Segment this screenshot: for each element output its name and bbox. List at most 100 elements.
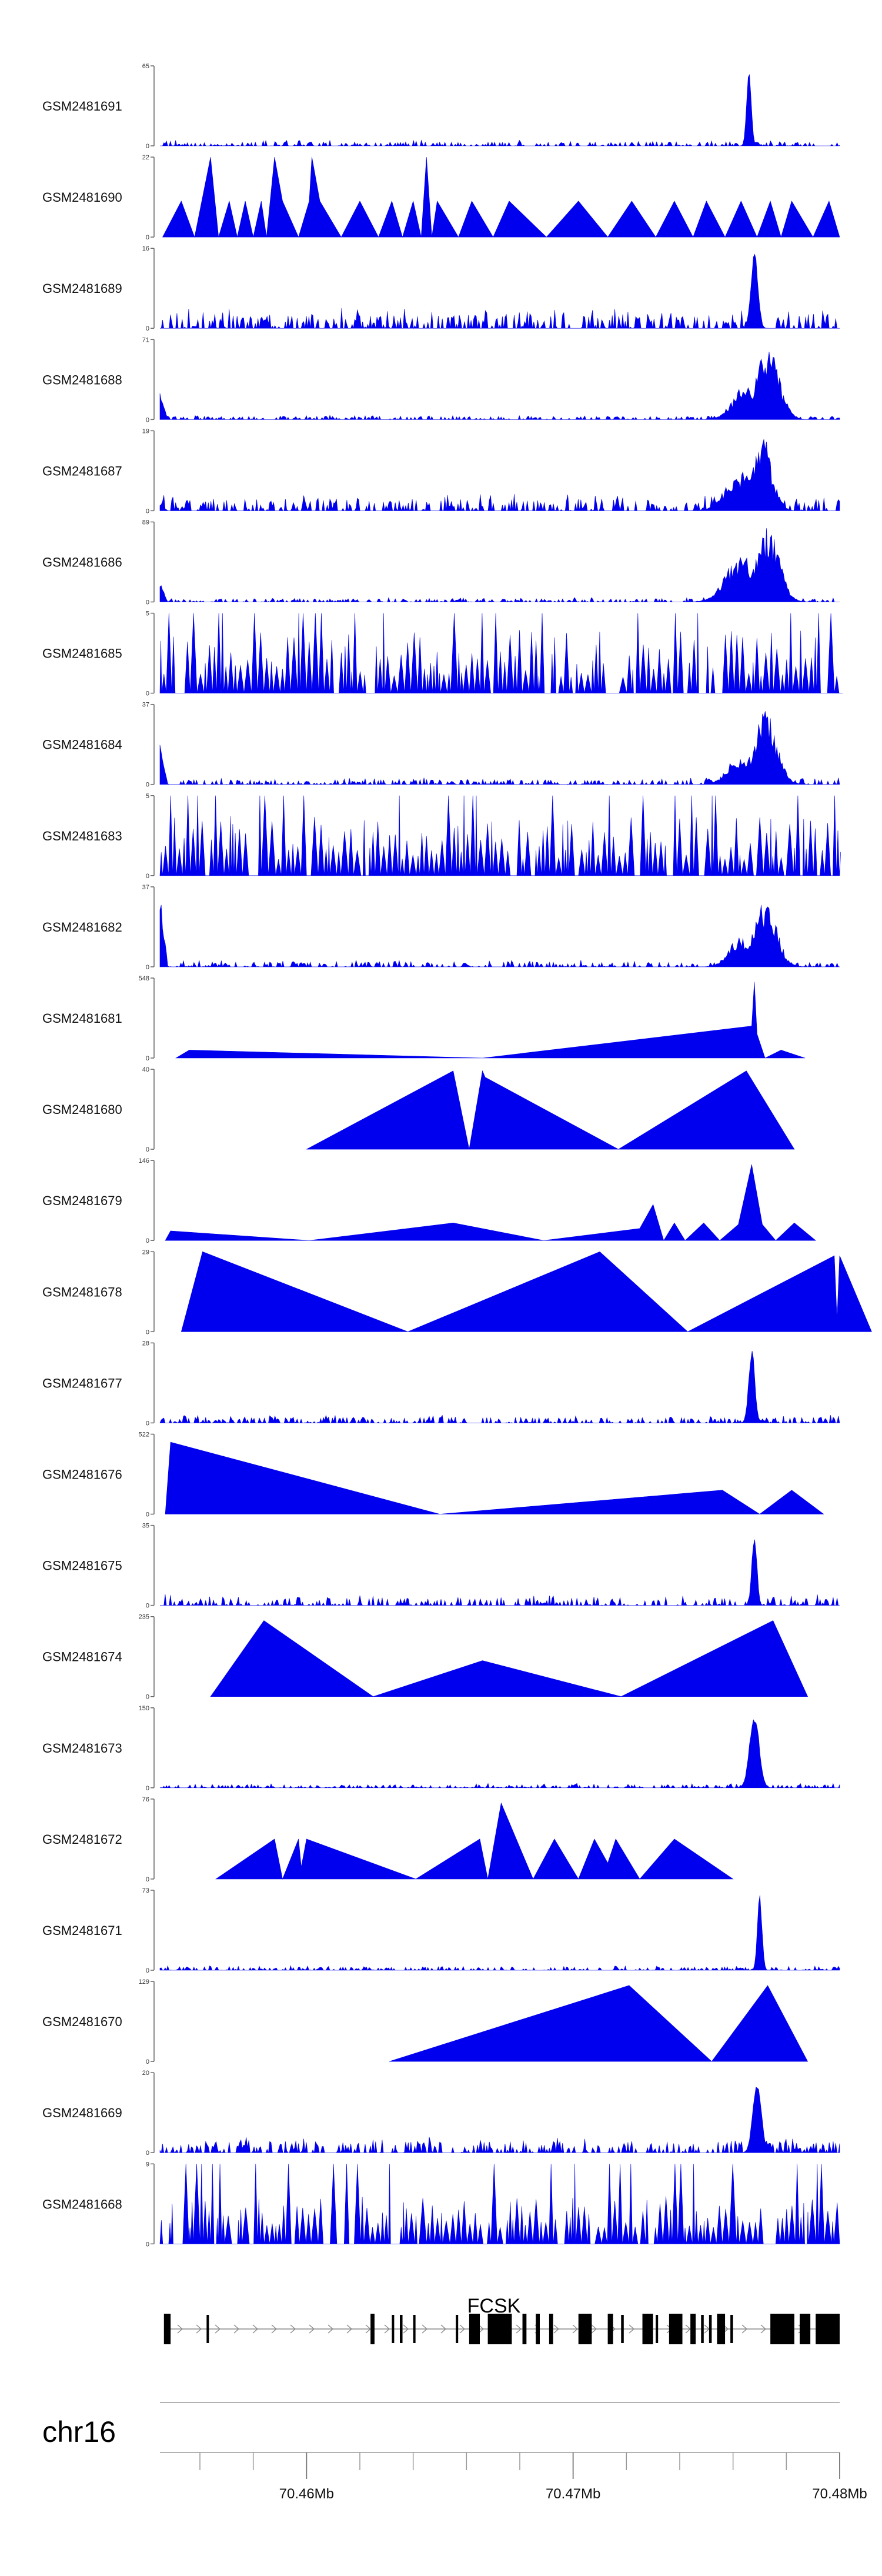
coverage-area bbox=[159, 905, 840, 968]
exon bbox=[163, 2314, 171, 2344]
coverage-area bbox=[159, 528, 840, 603]
track-GSM2481675: GSM2481675 35 0 bbox=[42, 1523, 840, 1610]
track-label: GSM2481688 bbox=[42, 372, 122, 387]
y-min-label: 0 bbox=[146, 325, 149, 332]
track-label: GSM2481690 bbox=[42, 190, 122, 205]
exon bbox=[536, 2314, 540, 2344]
strand-arrow bbox=[271, 2324, 277, 2334]
y-min-label: 0 bbox=[146, 1329, 149, 1336]
y-min-label: 0 bbox=[146, 508, 149, 515]
exon bbox=[400, 2315, 403, 2343]
track-label: GSM2481677 bbox=[42, 1376, 122, 1390]
track-GSM2481685: GSM2481685 5 0 bbox=[42, 610, 843, 698]
y-max-label: 522 bbox=[139, 1432, 149, 1439]
strand-arrow bbox=[553, 2324, 559, 2334]
coverage-area bbox=[159, 1895, 840, 1971]
track-label: GSM2481672 bbox=[42, 1832, 122, 1847]
coverage-area bbox=[165, 1164, 817, 1241]
coverage-area bbox=[159, 1719, 840, 1788]
strand-arrow bbox=[572, 2324, 578, 2334]
track-GSM2481678: GSM2481678 29 0 bbox=[42, 1249, 872, 1336]
exon bbox=[578, 2314, 592, 2344]
y-max-label: 29 bbox=[142, 1249, 149, 1256]
strand-arrow bbox=[403, 2324, 409, 2334]
coverage-area bbox=[159, 2164, 840, 2244]
strand-arrow bbox=[196, 2324, 202, 2334]
y-min-label: 0 bbox=[146, 1420, 149, 1427]
track-label: GSM2481681 bbox=[42, 1011, 122, 1026]
strand-arrow bbox=[328, 2324, 333, 2334]
coverage-tracks: GSM2481691650GSM2481690220GSM2481689160G… bbox=[42, 63, 872, 2248]
track-label: GSM2481679 bbox=[42, 1193, 122, 1208]
track-GSM2481680: GSM2481680 40 0 bbox=[42, 1066, 795, 1153]
exon bbox=[206, 2315, 209, 2343]
y-min-label: 0 bbox=[146, 2241, 149, 2248]
track-label: GSM2481674 bbox=[42, 1650, 122, 1664]
track-label: GSM2481671 bbox=[42, 1923, 122, 1938]
y-max-label: 16 bbox=[142, 245, 149, 252]
coverage-area bbox=[159, 2087, 840, 2154]
y-max-label: 150 bbox=[139, 1705, 149, 1712]
y-max-label: 37 bbox=[142, 702, 149, 709]
strand-arrow bbox=[741, 2324, 747, 2334]
track-GSM2481684: GSM2481684 37 0 bbox=[42, 702, 840, 789]
exon bbox=[800, 2314, 811, 2344]
exon bbox=[701, 2315, 704, 2343]
y-max-label: 129 bbox=[139, 1978, 149, 1986]
exon bbox=[709, 2315, 712, 2343]
y-min-label: 0 bbox=[146, 2058, 149, 2066]
y-max-label: 35 bbox=[142, 1523, 149, 1530]
track-label: GSM2481685 bbox=[42, 646, 122, 661]
strand-arrow bbox=[440, 2324, 446, 2334]
strand-arrow bbox=[760, 2324, 766, 2334]
y-max-label: 19 bbox=[142, 428, 149, 435]
y-min-label: 0 bbox=[146, 1967, 149, 1974]
exon bbox=[607, 2314, 613, 2344]
y-max-label: 76 bbox=[142, 1796, 149, 1803]
coverage-area bbox=[165, 1442, 824, 1514]
coverage-area bbox=[160, 1539, 840, 1606]
strand-arrow bbox=[384, 2324, 390, 2334]
track-GSM2481690: GSM2481690 22 0 bbox=[42, 154, 840, 241]
y-max-label: 40 bbox=[142, 1066, 149, 1073]
coverage-area bbox=[160, 74, 840, 147]
track-GSM2481670: GSM2481670 129 0 bbox=[42, 1978, 808, 2066]
y-min-label: 0 bbox=[146, 1511, 149, 1519]
y-min-label: 0 bbox=[146, 1785, 149, 1792]
gene-name-label: FCSK bbox=[467, 2295, 521, 2317]
y-min-label: 0 bbox=[146, 1694, 149, 1701]
strand-arrow bbox=[685, 2324, 691, 2334]
y-max-label: 20 bbox=[142, 2070, 149, 2077]
y-max-label: 146 bbox=[139, 1157, 149, 1164]
exon bbox=[549, 2314, 553, 2344]
chromosome-label: chr16 bbox=[42, 2415, 116, 2448]
strand-arrow bbox=[177, 2324, 183, 2334]
exon bbox=[717, 2314, 726, 2344]
strand-arrow bbox=[422, 2324, 427, 2334]
y-min-label: 0 bbox=[146, 599, 149, 606]
exon bbox=[770, 2314, 794, 2344]
track-label: GSM2481670 bbox=[42, 2014, 122, 2029]
exon bbox=[522, 2314, 527, 2344]
track-GSM2481671: GSM2481671 73 0 bbox=[42, 1887, 840, 1974]
track-label: GSM2481687 bbox=[42, 463, 122, 478]
coverage-area bbox=[215, 1802, 734, 1880]
y-min-label: 0 bbox=[146, 873, 149, 880]
exon bbox=[370, 2314, 375, 2344]
y-max-label: 73 bbox=[142, 1887, 149, 1894]
exon bbox=[642, 2314, 653, 2344]
strand-arrow bbox=[478, 2324, 484, 2334]
exon bbox=[669, 2314, 683, 2344]
track-label: GSM2481686 bbox=[42, 555, 122, 570]
y-min-label: 0 bbox=[146, 690, 149, 698]
genome-axis: 70.46Mb 70.47Mb 70.48Mb bbox=[160, 2402, 867, 2502]
y-max-label: 235 bbox=[139, 1614, 149, 1621]
strand-arrow bbox=[233, 2324, 239, 2334]
strand-arrow bbox=[365, 2324, 371, 2334]
y-min-label: 0 bbox=[146, 964, 149, 971]
strand-arrow bbox=[309, 2324, 315, 2334]
track-GSM2481682: GSM2481682 37 0 bbox=[42, 884, 840, 971]
track-GSM2481687: GSM2481687 19 0 bbox=[42, 428, 840, 515]
exon bbox=[621, 2315, 624, 2343]
track-GSM2481673: GSM2481673 150 0 bbox=[42, 1705, 840, 1792]
